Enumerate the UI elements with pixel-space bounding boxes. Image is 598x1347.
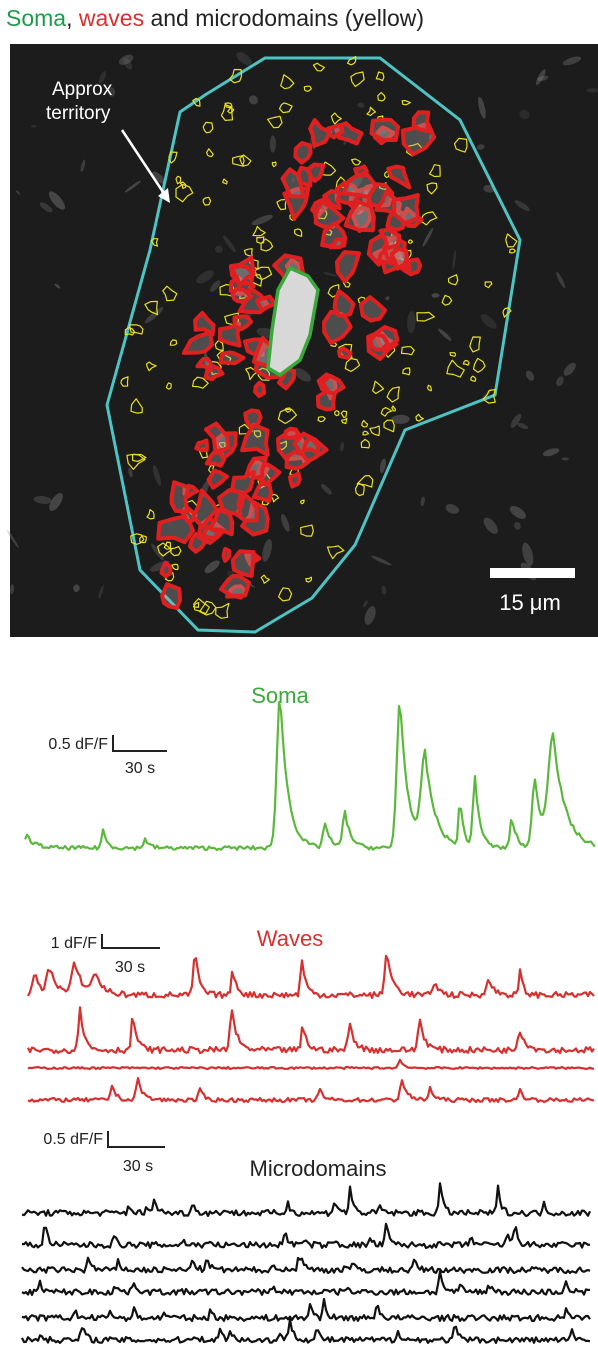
micro-scale-x: 30 s [123,1158,153,1175]
micro-scale-y: 0.5 dF/F [43,1131,103,1148]
figure: Soma, waves and microdomains (yellow) Ap… [0,0,598,1347]
title-soma: Soma [6,5,66,31]
microdomain-trace [22,1224,590,1248]
wave-trace [28,956,594,998]
figure-title: Soma, waves and microdomains (yellow) [6,5,424,31]
wave-region [371,334,388,349]
microdomain-trace [22,1183,590,1216]
traces [22,702,595,1343]
wave-region [414,112,429,131]
soma-scale-x: 30 s [125,760,155,777]
wave-trace [28,1060,594,1069]
wave-region [339,348,351,358]
waves-scale-x: 30 s [115,959,145,976]
microdomain-trace [22,1319,590,1343]
annotation: Approx [52,79,113,100]
wave-region [162,563,171,577]
microdomain-trace [22,1272,590,1295]
wave-region [162,584,180,608]
wave-region [221,352,244,363]
wave-region [372,120,399,140]
scale-bar [490,568,575,578]
soma-trace [25,702,595,850]
title-comma: , [66,5,72,31]
scale-bar-label: 15 μm [499,590,561,615]
microscopy-image: Approx territory 15 μm [6,44,598,637]
wave-region [394,195,418,223]
microdomain-trace [22,1299,590,1321]
wave-region [196,441,207,451]
waves-scale-bar [102,934,160,948]
microdomain-trace [22,1258,590,1273]
wave-region [233,551,254,576]
wave-region [245,410,260,427]
wave-region [296,143,311,163]
wave-trace [28,1078,594,1102]
title-rest: and microdomains (yellow) [150,5,424,31]
title-waves: waves [78,5,144,31]
micro-scale-bar [108,1131,165,1147]
wave-trace [28,1007,594,1053]
wave-region [255,383,264,396]
waves-label: Waves [257,926,323,951]
waves-scale-y: 1 dF/F [51,935,97,952]
microdomains-label: Microdomains [250,1156,387,1181]
wave-region [318,392,335,410]
soma-scale-y: 0.5 dF/F [48,736,108,753]
wave-region [290,474,300,487]
wave-region [172,482,189,511]
soma-scale-bar [113,735,167,751]
page: Soma, waves and microdomains (yellow) Ap… [0,0,598,1347]
annotation: territory [46,103,111,124]
wave-region [224,549,230,561]
wave-region [286,429,299,439]
